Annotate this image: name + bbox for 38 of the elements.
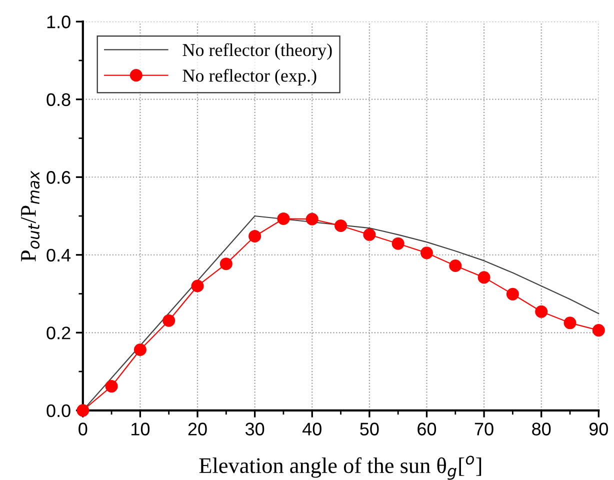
point (334, 219, 348, 232)
y-tick-label: 0.6 (46, 171, 70, 184)
point (478, 271, 490, 284)
x-tick-label: 60 (418, 422, 436, 436)
point (449, 260, 462, 272)
point (420, 246, 433, 260)
x-tick-label: 20 (188, 422, 207, 436)
y-tick-label: 0.8 (46, 93, 70, 106)
point (277, 212, 290, 225)
point (248, 230, 262, 242)
x-tick-label: 80 (532, 422, 551, 436)
point (392, 237, 404, 250)
legend-label: No reflector (theory) (182, 43, 332, 60)
point (134, 343, 146, 356)
x-axis-title: Elevation angle of the sun θ$_{g}$[$^{o}$] (199, 456, 482, 480)
point (306, 212, 318, 226)
point (105, 380, 118, 393)
point (564, 316, 576, 330)
y-axis-title: P$_{out}$/P$_{max}$ (21, 170, 40, 262)
point (191, 280, 204, 292)
x-tick-label: 90 (589, 422, 608, 436)
y-tick-label: 0.0 (46, 404, 70, 418)
x-tick-label: 10 (132, 422, 150, 436)
point (162, 314, 176, 327)
x-tick-label: 40 (302, 422, 322, 436)
y-tick-label: 0.2 (46, 326, 70, 340)
x-tick-label: 30 (245, 422, 264, 436)
x-tick-label: 50 (360, 422, 379, 436)
point (363, 228, 376, 241)
x-tick-label: 70 (474, 422, 494, 436)
point (592, 324, 605, 337)
point (506, 288, 519, 300)
point (220, 258, 232, 270)
y-tick-label: 0.4 (46, 248, 71, 262)
y-tick-label: 1.0 (47, 16, 70, 28)
x-tick-label: 0 (78, 422, 88, 436)
legend-label: No reflector (exp.) (182, 68, 316, 86)
point (535, 305, 548, 318)
